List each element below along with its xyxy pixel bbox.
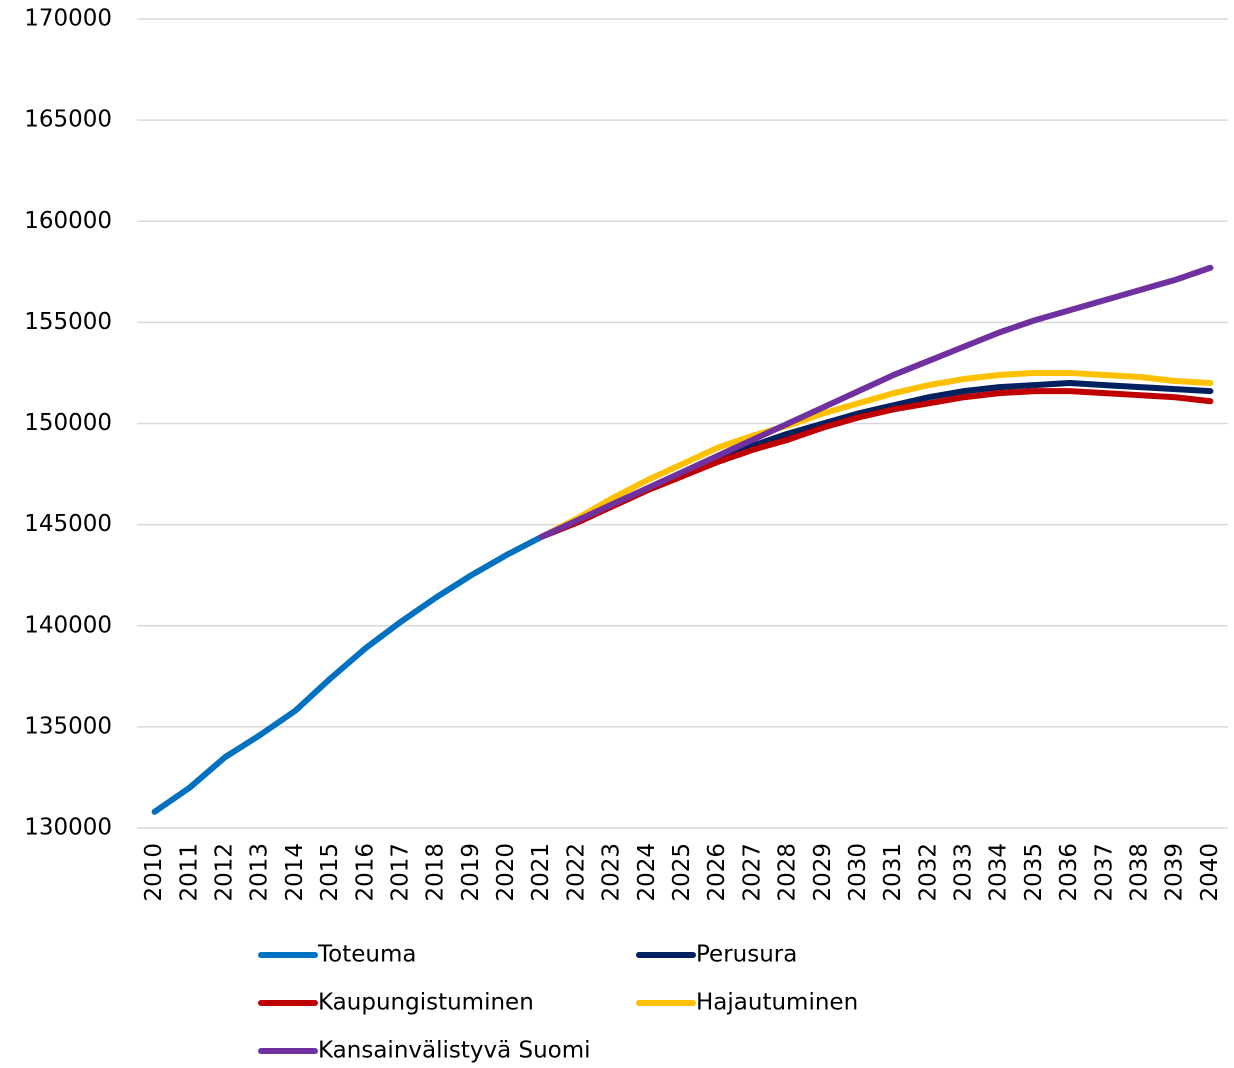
y-tick-label: 160000 xyxy=(24,208,112,234)
series-line xyxy=(538,369,1214,540)
y-tick-label: 145000 xyxy=(24,511,112,537)
series-line xyxy=(151,533,545,815)
legend-label: Hajautuminen xyxy=(696,990,858,1016)
x-tick-label: 2010 xyxy=(141,843,167,902)
x-tick-label: 2014 xyxy=(282,843,308,902)
x-tick-label: 2016 xyxy=(352,843,378,902)
x-tick-label: 2036 xyxy=(1056,843,1082,902)
x-tick-label: 2033 xyxy=(951,843,977,902)
x-tick-label: 2025 xyxy=(669,843,695,902)
x-tick-label: 2026 xyxy=(704,843,730,902)
x-tick-label: 2034 xyxy=(986,843,1012,902)
series-line xyxy=(538,388,1214,540)
x-tick-label: 2032 xyxy=(915,843,941,902)
x-tick-label: 2022 xyxy=(563,843,589,902)
y-tick-label: 155000 xyxy=(24,309,112,335)
y-tick-label: 135000 xyxy=(24,713,112,739)
legend-label: Toteuma xyxy=(317,942,416,968)
x-tick-label: 2031 xyxy=(880,843,906,902)
x-tick-label: 2020 xyxy=(493,843,519,902)
x-tick-label: 2018 xyxy=(423,843,449,902)
y-tick-label: 140000 xyxy=(24,612,112,638)
series-line xyxy=(538,380,1214,540)
x-tick-label: 2038 xyxy=(1127,843,1153,902)
x-tick-label: 2024 xyxy=(634,843,660,902)
legend-label: Perusura xyxy=(696,942,797,968)
x-tick-label: 2027 xyxy=(739,843,765,902)
x-tick-label: 2040 xyxy=(1197,843,1223,902)
y-tick-label: 165000 xyxy=(24,107,112,133)
x-tick-label: 2037 xyxy=(1091,843,1117,902)
legend-label: Kansainvälistyvä Suomi xyxy=(318,1038,591,1064)
x-tick-label: 2019 xyxy=(458,843,484,902)
legend-label: Kaupungistuminen xyxy=(318,990,534,1016)
x-tick-label: 2030 xyxy=(845,843,871,902)
x-tick-label: 2015 xyxy=(317,843,343,902)
y-tick-label: 130000 xyxy=(24,815,112,841)
x-tick-label: 2012 xyxy=(211,843,237,902)
x-tick-label: 2028 xyxy=(775,843,801,902)
x-tick-label: 2029 xyxy=(810,843,836,902)
series-line xyxy=(538,264,1214,540)
x-tick-label: 2023 xyxy=(599,843,625,902)
x-tick-label: 2035 xyxy=(1021,843,1047,902)
y-tick-label: 170000 xyxy=(24,6,112,32)
x-tick-label: 2039 xyxy=(1162,843,1188,902)
x-tick-label: 2017 xyxy=(387,843,413,902)
x-tick-label: 2013 xyxy=(247,843,273,902)
x-tick-label: 2021 xyxy=(528,843,554,902)
y-tick-label: 150000 xyxy=(24,410,112,436)
x-tick-label: 2011 xyxy=(176,843,202,902)
